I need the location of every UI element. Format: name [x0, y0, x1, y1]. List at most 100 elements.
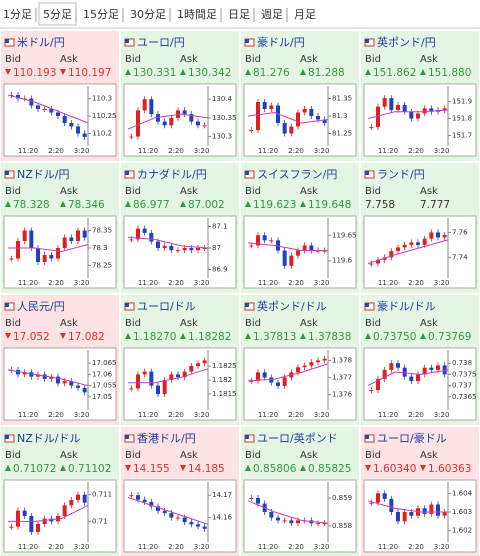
flag-mark — [365, 435, 369, 439]
y-tick-label: 17.06 — [92, 370, 113, 378]
arrow-up — [180, 69, 186, 75]
candle — [202, 526, 207, 529]
candle — [202, 125, 207, 127]
x-tick-label: 11:20 — [138, 147, 158, 155]
chart-box — [243, 479, 357, 553]
tab[interactable]: 15分足 — [83, 8, 119, 21]
candle — [276, 240, 280, 251]
tab[interactable]: 5分足 — [43, 8, 72, 21]
x-tick-label: 3:20 — [74, 411, 90, 419]
candle — [376, 493, 380, 503]
bid-value: 110.193 — [13, 67, 56, 79]
candle — [76, 385, 80, 388]
candle — [142, 99, 147, 111]
candle — [36, 248, 40, 262]
candle — [402, 244, 407, 248]
candle — [136, 228, 140, 240]
moving-average — [8, 504, 89, 522]
candle — [9, 526, 14, 528]
pair-name[interactable]: スイスフラン/円 — [257, 168, 337, 181]
panel: 豪ドル/ドル Bid Ask 0.73750 0.73769 0.738 0.7375 0.7… — [360, 294, 480, 426]
bid-label: Bid — [125, 318, 141, 329]
candle — [129, 388, 134, 390]
arrow-up — [420, 69, 426, 75]
tab[interactable]: 30分足 — [130, 8, 166, 21]
arrow-up — [245, 201, 251, 207]
candle — [442, 234, 447, 238]
pair-name[interactable]: NZドル/円 — [17, 168, 69, 181]
tab[interactable]: 日足 — [228, 8, 250, 21]
tab-bar — [0, 0, 480, 28]
pair-name[interactable]: ユーロ/円 — [137, 36, 185, 49]
x-tick-label: 2:20 — [168, 543, 184, 551]
y-tick-label: 110.25 — [92, 112, 117, 120]
y-tick-label: 81.3 — [332, 112, 348, 120]
candle — [202, 360, 207, 364]
chart-box — [123, 347, 237, 421]
candle — [369, 127, 374, 129]
pair-name[interactable]: 英ポンド/ドル — [257, 299, 327, 313]
candle — [289, 255, 294, 266]
pair-name[interactable]: 英ポンド/円 — [377, 35, 436, 49]
bid-label: Bid — [5, 54, 21, 65]
candle — [422, 238, 427, 245]
candle — [36, 105, 40, 109]
bid-label: Bid — [125, 186, 141, 197]
tab[interactable]: 月足 — [294, 8, 316, 21]
pair-name[interactable]: 豪ドル/ドル — [377, 299, 436, 313]
pair-name[interactable]: カナダドル/円 — [137, 167, 207, 181]
pair-name[interactable]: ユーロ/豪ドル — [377, 431, 447, 445]
candle — [16, 369, 20, 375]
candle — [142, 228, 147, 233]
pair-name[interactable]: ランド/円 — [377, 168, 425, 181]
candle — [256, 498, 260, 504]
panel: スイスフラン/円 Bid Ask 119.623 119.648 119.65 119.6 1… — [240, 162, 360, 294]
tab[interactable]: 1分足 — [3, 8, 32, 21]
candle — [322, 119, 327, 123]
ask-value: 151.880 — [428, 67, 471, 79]
candle — [276, 517, 280, 521]
candle — [76, 494, 80, 500]
candle — [309, 245, 314, 251]
candle — [256, 235, 260, 246]
bid-label: Bid — [5, 318, 21, 329]
pair-name[interactable]: NZドル/ドル — [17, 432, 80, 445]
x-tick-label: 3:20 — [314, 279, 330, 287]
candle — [82, 387, 87, 393]
bid-value: 1.60340 — [373, 463, 416, 475]
arrow-up — [300, 201, 306, 207]
candle — [156, 241, 160, 248]
chart-box — [123, 479, 237, 553]
pair-name[interactable]: ユーロ/英ポンド — [257, 431, 338, 445]
candle — [189, 366, 194, 372]
candle — [422, 367, 427, 375]
candle — [189, 522, 194, 525]
bid-value: 151.862 — [373, 67, 416, 79]
flag-mark — [125, 303, 129, 307]
ask-label: Ask — [420, 54, 438, 65]
candle — [369, 502, 374, 504]
y-tick-label: 1.376 — [332, 390, 353, 398]
flag-mark — [125, 39, 129, 43]
pair-name[interactable]: 豪ドル/円 — [257, 35, 305, 49]
candle — [62, 381, 67, 384]
candle — [436, 232, 440, 238]
pair-name[interactable]: 香港ドル/円 — [137, 432, 196, 445]
moving-average — [127, 236, 209, 249]
arrow-down — [420, 465, 426, 471]
candle — [29, 516, 34, 532]
x-tick-label: 3:20 — [434, 147, 450, 155]
bid-label: Bid — [365, 186, 381, 197]
candle — [69, 381, 74, 386]
x-tick-label: 2:20 — [408, 279, 424, 287]
candle — [396, 363, 400, 368]
tab[interactable]: 週足 — [261, 8, 283, 21]
tab[interactable]: 1時間足 — [177, 8, 217, 21]
x-tick-label: 2:20 — [48, 147, 64, 155]
pair-name[interactable]: 米ドル/円 — [17, 36, 65, 49]
candle — [136, 110, 140, 137]
candle — [396, 512, 400, 522]
pair-name[interactable]: ユーロ/ドル — [137, 300, 196, 313]
candle — [182, 371, 187, 378]
pair-name[interactable]: 人民元/円 — [17, 300, 65, 313]
